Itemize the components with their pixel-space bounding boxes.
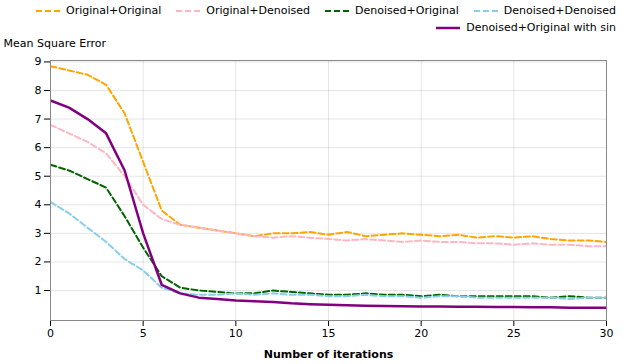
- svg-text:Mean Square Error: Mean Square Error: [4, 37, 107, 50]
- html-text:Denoised+Original: Denoised+Original: [355, 4, 459, 17]
- html-text:Denoised+Original with sin: Denoised+Original with sin: [466, 21, 616, 34]
- svg-text:20: 20: [414, 327, 428, 340]
- svg-text:15: 15: [322, 327, 336, 340]
- svg-text:4: 4: [35, 198, 42, 211]
- svg-text:Number of iterations: Number of iterations: [264, 348, 394, 361]
- svg-text:6: 6: [35, 141, 42, 154]
- svg-text:0: 0: [47, 327, 54, 340]
- svg-text:1: 1: [35, 284, 42, 297]
- html-text:Original+Original: Original+Original: [66, 4, 162, 17]
- svg-text:2: 2: [35, 255, 42, 268]
- html-text:Denoised+Denoised: Denoised+Denoised: [503, 4, 616, 17]
- html-text:Original+Denoised: Original+Denoised: [206, 4, 311, 17]
- svg-text:25: 25: [507, 327, 521, 340]
- svg-text:5: 5: [140, 327, 147, 340]
- svg-text:5: 5: [35, 170, 42, 183]
- svg-text:3: 3: [35, 227, 42, 240]
- svg-text:30: 30: [600, 327, 614, 340]
- svg-text:10: 10: [229, 327, 243, 340]
- svg-text:8: 8: [35, 84, 42, 97]
- svg-text:7: 7: [35, 113, 42, 126]
- svg-text:9: 9: [35, 55, 42, 68]
